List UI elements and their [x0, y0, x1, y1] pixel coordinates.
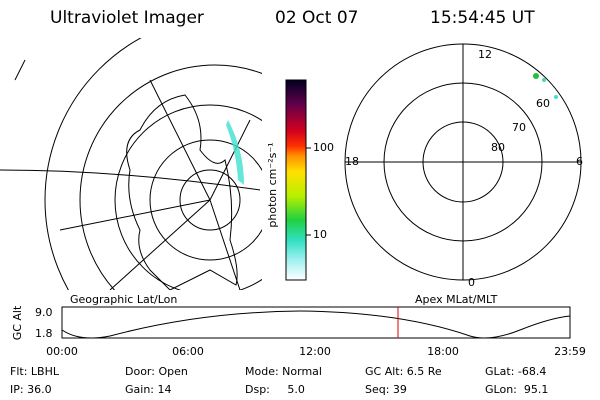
- mlt-label: 12: [478, 48, 492, 61]
- colorbar: [285, 79, 307, 281]
- colorbar-label: photon cm⁻²s⁻¹: [266, 142, 279, 227]
- status-field: IP: 36.0: [10, 383, 52, 396]
- x-tick-label: 00:00: [46, 345, 78, 358]
- status-field: Seq: 39: [365, 383, 407, 396]
- date: 02 Oct 07: [275, 8, 358, 28]
- mlat-label: 80: [491, 141, 505, 154]
- geographic-map: [0, 38, 262, 290]
- title: Ultraviolet Imager: [50, 8, 204, 28]
- time: 15:54:45 UT: [430, 8, 535, 28]
- orbit-box: [61, 306, 571, 339]
- x-ticks: 00:00 06:00 12:00 18:00 23:59: [46, 345, 586, 358]
- status-field: GLat: -68.4: [485, 365, 546, 378]
- y-tick-label: 1.8: [35, 327, 53, 340]
- x-tick-label: 12:00: [299, 345, 331, 358]
- status-panel: Flt: LBHL Door: Open Mode: Normal GC Alt: 6…: [10, 365, 548, 396]
- y-axis-label: GC Alt: [11, 305, 24, 340]
- mlt-label: 18: [345, 155, 359, 168]
- mlt-label: 6: [576, 155, 583, 168]
- colorbar-tick: 100: [313, 141, 334, 154]
- x-tick-label: 06:00: [172, 345, 204, 358]
- y-tick-label: 9.0: [35, 306, 53, 319]
- orbit-curve: [61, 310, 571, 339]
- mlat-label: 70: [512, 121, 526, 134]
- x-tick-label: 23:59: [554, 345, 586, 358]
- polar-plot: [344, 43, 582, 281]
- status-field: Flt: LBHL: [10, 365, 60, 378]
- status-field: Dsp: 5.0: [245, 383, 305, 396]
- x-tick-label: 18:00: [427, 345, 459, 358]
- status-field: GC Alt: 6.5 Re: [365, 365, 442, 378]
- status-field: Door: Open: [125, 365, 188, 378]
- status-field: Mode: Normal: [245, 365, 322, 378]
- colorbar-tick: 10: [313, 228, 327, 241]
- orbit-right-label: Apex MLat/MLT: [415, 293, 498, 306]
- orbit-left-label: Geographic Lat/Lon: [70, 293, 177, 306]
- status-field: Gain: 14: [125, 383, 172, 396]
- mlt-label: 0: [468, 276, 475, 289]
- status-field: GLon: 95.1: [485, 383, 548, 396]
- mlat-label: 60: [536, 97, 550, 110]
